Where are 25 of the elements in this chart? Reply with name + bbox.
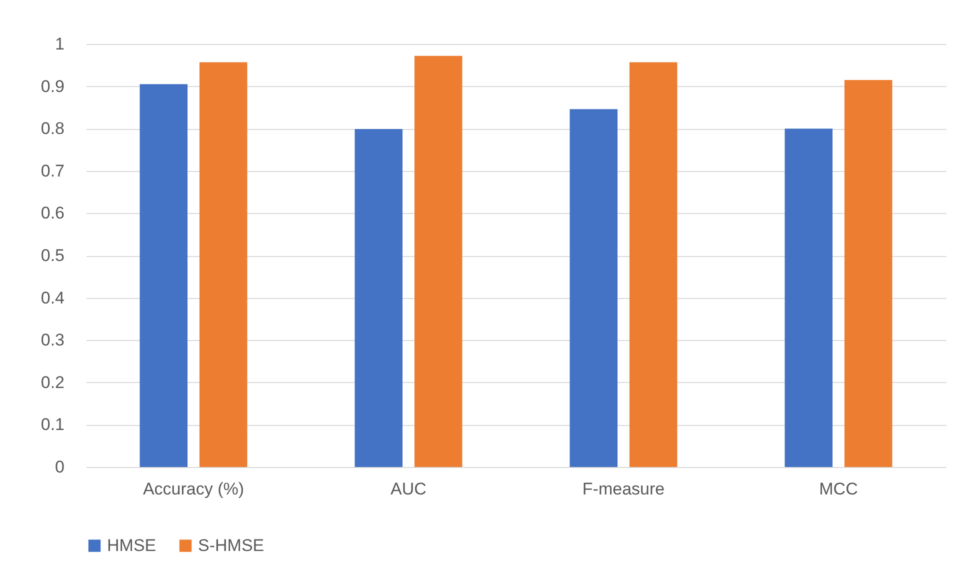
y-tick-label: 0.9 <box>40 76 64 96</box>
x-tick-label: Accuracy (%) <box>142 480 244 498</box>
y-tick-label: 0 <box>55 458 64 476</box>
y-tick-label: 0.1 <box>40 415 64 434</box>
bar <box>199 62 248 467</box>
y-tick-label: 1 <box>55 34 64 54</box>
y-tick-label: 0.2 <box>40 372 64 392</box>
x-tick-label: MCC <box>819 480 858 498</box>
bar <box>570 109 618 467</box>
y-tick-label: 0.4 <box>40 288 64 308</box>
bar <box>629 62 678 467</box>
y-tick-label: 0.7 <box>40 161 64 180</box>
legend-label: HMSE <box>107 536 156 555</box>
x-tick-label: AUC <box>390 480 426 498</box>
y-tick-label: 0.8 <box>40 119 64 138</box>
bar <box>414 56 462 467</box>
bar <box>354 129 403 467</box>
bar <box>844 80 892 467</box>
x-tick-label: F-measure <box>582 480 665 498</box>
bar <box>784 128 833 467</box>
y-tick-label: 0.3 <box>40 330 64 350</box>
y-tick-label: 0.6 <box>40 204 64 223</box>
bar <box>140 84 188 467</box>
legend-label: S-HMSE <box>198 536 264 555</box>
y-tick-label: 0.5 <box>40 246 64 265</box>
